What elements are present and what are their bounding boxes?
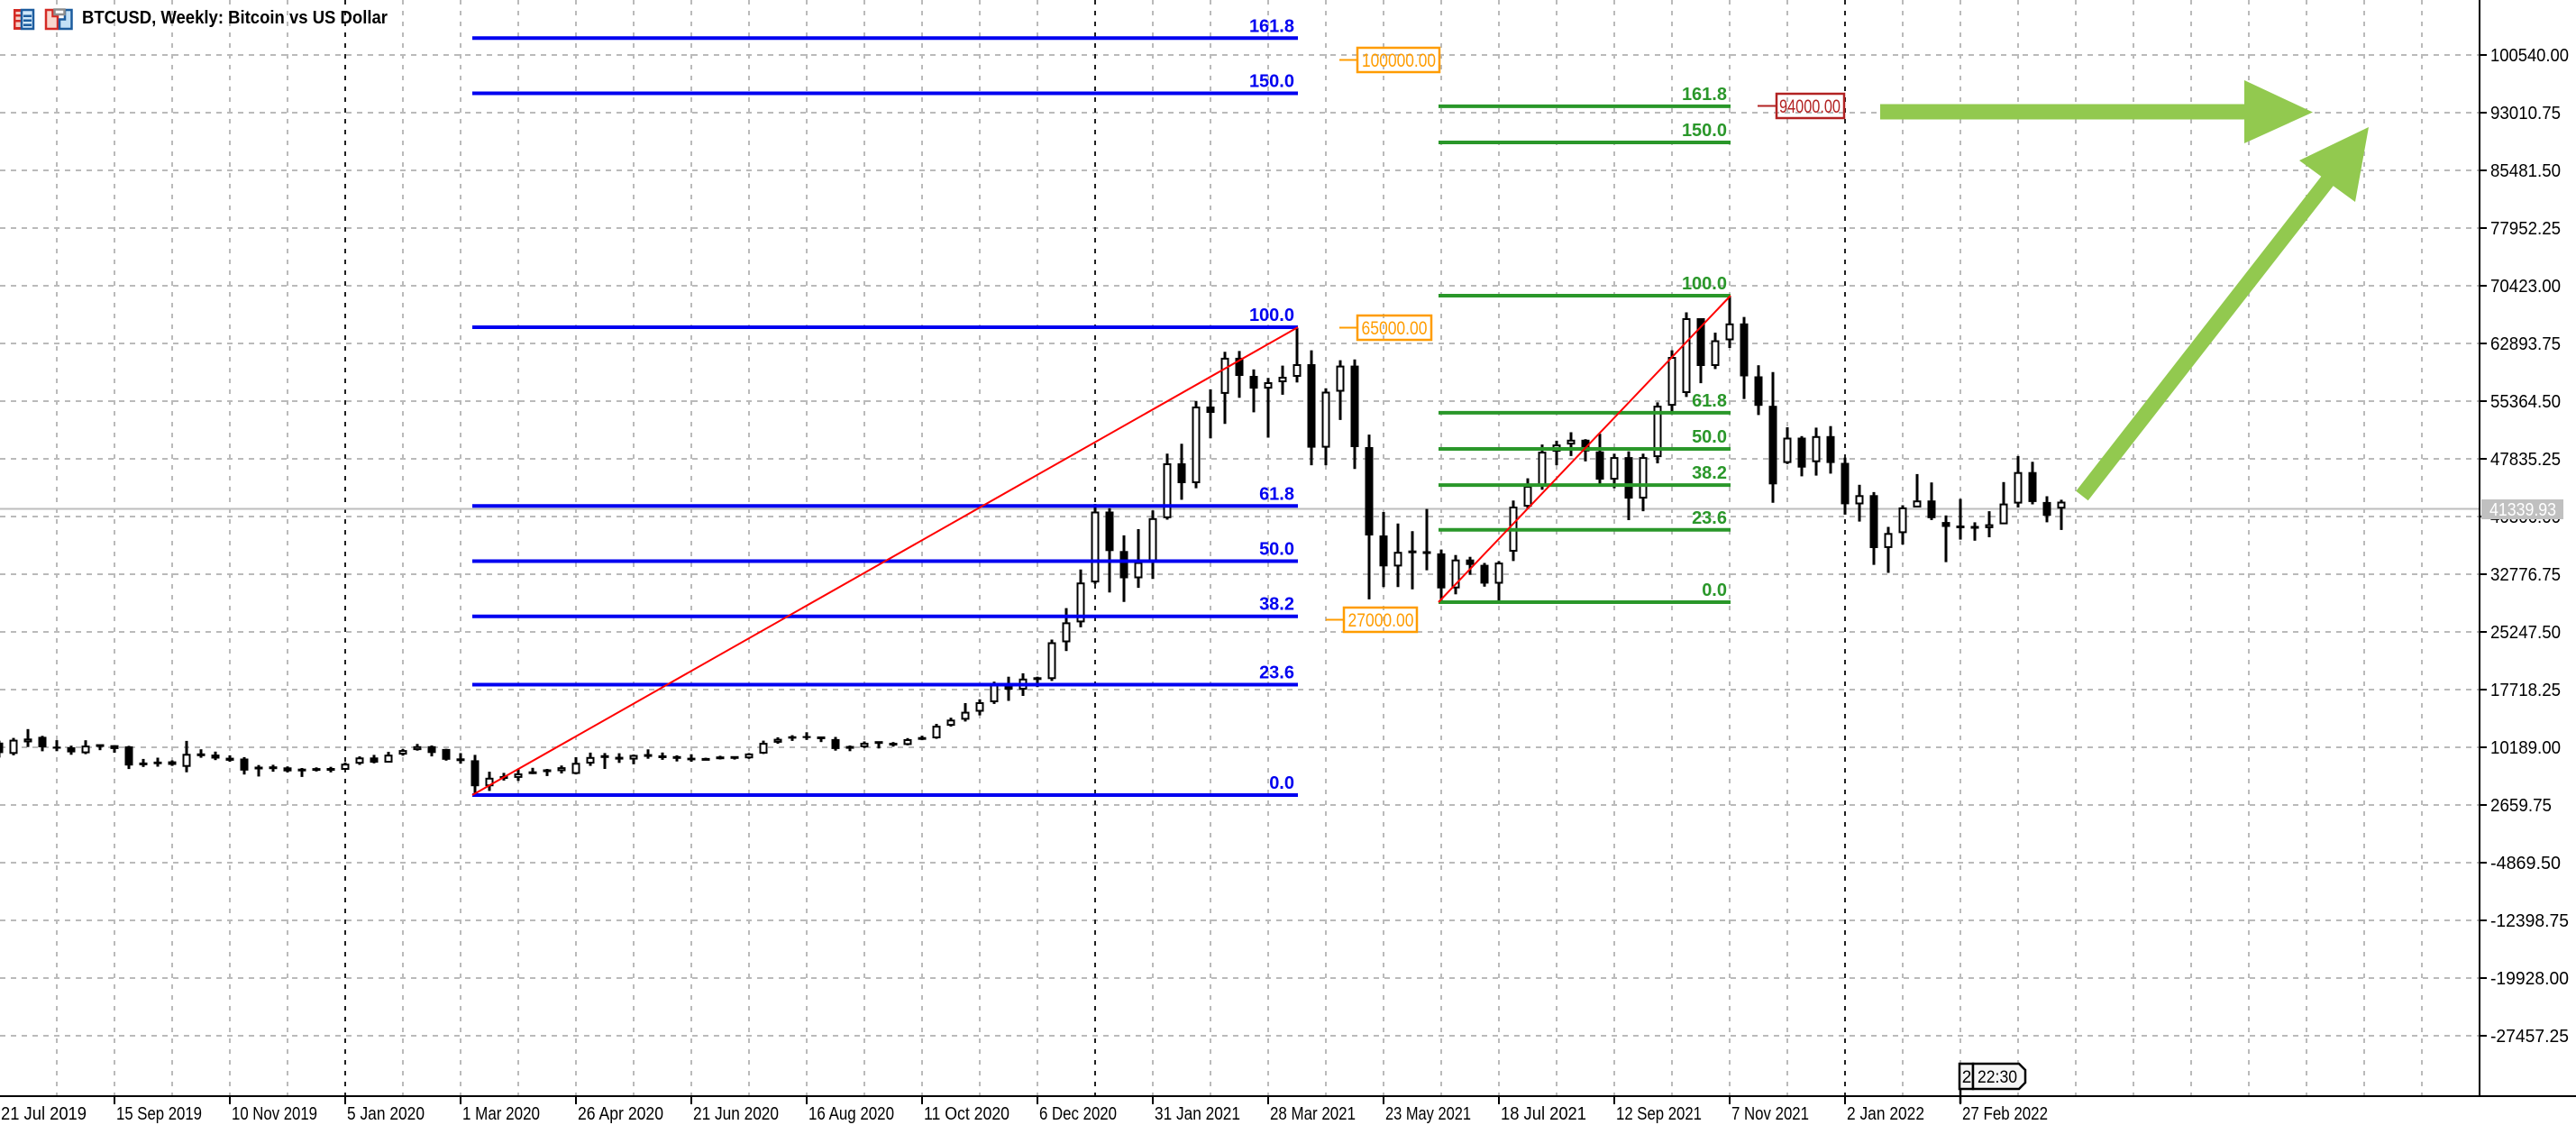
svg-text:61.8: 61.8 (1692, 391, 1727, 411)
svg-text:17718.25: 17718.25 (2490, 681, 2561, 700)
svg-text:38.2: 38.2 (1692, 463, 1727, 483)
svg-text:2: 2 (1962, 1068, 1972, 1087)
svg-text:100540.00: 100540.00 (2490, 46, 2569, 66)
svg-text:77952.25: 77952.25 (2490, 219, 2561, 239)
svg-text:23 May 2021: 23 May 2021 (1385, 1104, 1471, 1124)
svg-text:100000.00: 100000.00 (1362, 50, 1436, 71)
svg-text:26 Apr 2020: 26 Apr 2020 (578, 1104, 663, 1124)
svg-text:21 Jun 2020: 21 Jun 2020 (693, 1104, 779, 1124)
svg-text:161.8: 161.8 (1249, 16, 1294, 36)
svg-text:41339.93: 41339.93 (2489, 500, 2556, 520)
svg-text:27000.00: 27000.00 (1348, 610, 1414, 631)
svg-text:28 Mar 2021: 28 Mar 2021 (1270, 1104, 1356, 1124)
svg-text:15 Sep 2019: 15 Sep 2019 (116, 1104, 202, 1124)
svg-text:100.0: 100.0 (1682, 274, 1727, 294)
svg-text:-12398.75: -12398.75 (2490, 911, 2569, 931)
svg-text:5 Jan 2020: 5 Jan 2020 (347, 1104, 425, 1124)
svg-text:50.0: 50.0 (1692, 427, 1727, 447)
svg-text:21 Jul 2019: 21 Jul 2019 (1, 1104, 87, 1124)
svg-text:23.6: 23.6 (1259, 663, 1294, 683)
svg-text:27 Feb 2022: 27 Feb 2022 (1962, 1104, 2048, 1124)
svg-text:100.0: 100.0 (1249, 306, 1294, 325)
svg-text:161.8: 161.8 (1682, 85, 1727, 105)
svg-text:85481.50: 85481.50 (2490, 161, 2561, 181)
svg-text:16 Aug 2020: 16 Aug 2020 (808, 1104, 894, 1124)
svg-text:-19928.00: -19928.00 (2490, 969, 2569, 989)
svg-text:6 Dec 2020: 6 Dec 2020 (1039, 1104, 1117, 1124)
svg-text:7 Nov 2021: 7 Nov 2021 (1731, 1104, 1809, 1124)
svg-text:93010.75: 93010.75 (2490, 104, 2561, 123)
svg-text:22:30: 22:30 (1978, 1068, 2017, 1087)
svg-text:55364.50: 55364.50 (2490, 392, 2561, 412)
svg-text:150.0: 150.0 (1249, 72, 1294, 92)
svg-text:1 Mar 2020: 1 Mar 2020 (462, 1104, 540, 1124)
svg-text:-27457.25: -27457.25 (2490, 1027, 2569, 1047)
svg-text:10 Nov 2019: 10 Nov 2019 (232, 1104, 317, 1124)
svg-text:65000.00: 65000.00 (1362, 318, 1428, 339)
svg-text:11 Oct 2020: 11 Oct 2020 (924, 1104, 1009, 1124)
svg-text:18 Jul 2021: 18 Jul 2021 (1501, 1104, 1586, 1124)
svg-text:94000.00: 94000.00 (1779, 96, 1841, 117)
svg-text:0.0: 0.0 (1702, 581, 1727, 600)
svg-text:25247.50: 25247.50 (2490, 623, 2561, 643)
svg-text:70423.00: 70423.00 (2490, 277, 2561, 297)
svg-text:10189.00: 10189.00 (2490, 738, 2561, 758)
svg-text:0.0: 0.0 (1269, 773, 1294, 793)
svg-text:31 Jan 2021: 31 Jan 2021 (1155, 1104, 1240, 1124)
svg-text:38.2: 38.2 (1259, 595, 1294, 615)
svg-text:2659.75: 2659.75 (2490, 796, 2552, 816)
svg-text:32776.75: 32776.75 (2490, 565, 2561, 585)
svg-text:61.8: 61.8 (1259, 484, 1294, 504)
svg-text:2 Jan 2022: 2 Jan 2022 (1847, 1104, 1924, 1124)
svg-text:23.6: 23.6 (1692, 508, 1727, 528)
svg-text:62893.75: 62893.75 (2490, 334, 2561, 354)
svg-text:150.0: 150.0 (1682, 121, 1727, 141)
svg-text:50.0: 50.0 (1259, 540, 1294, 560)
svg-text:BTCUSD, Weekly: Bitcoin vs US: BTCUSD, Weekly: Bitcoin vs US Dollar (82, 8, 388, 28)
svg-text:12 Sep 2021: 12 Sep 2021 (1616, 1104, 1702, 1124)
svg-text:47835.25: 47835.25 (2490, 450, 2561, 470)
svg-text:-4869.50: -4869.50 (2490, 854, 2561, 873)
